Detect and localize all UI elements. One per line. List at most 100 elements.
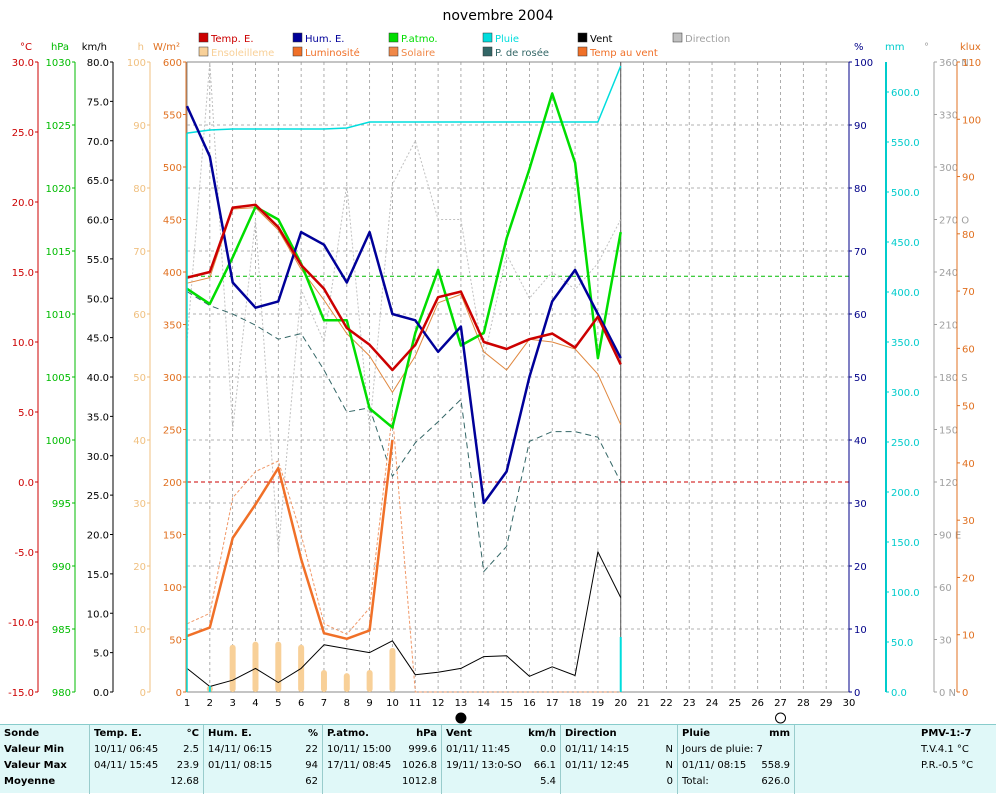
x-tick-label: 9: [366, 698, 372, 709]
row-label-min: Valeur Min: [4, 744, 65, 755]
left-axis-tick-label: 30.0: [12, 58, 34, 69]
right-axis-tick-label: 90: [962, 173, 975, 184]
left-axis-tick-label: 50: [133, 373, 146, 384]
right-axis-tick-label: 180 S: [939, 373, 968, 384]
left-axis-tick-label: 1015: [46, 247, 71, 258]
right-axis-tick-label: 200.0: [891, 488, 920, 499]
left-axis-tick-label: 30.0: [87, 452, 109, 463]
legend-swatch: [388, 32, 399, 43]
sunshine-bar: [229, 644, 236, 692]
right-axis-tick-label: 10: [962, 631, 975, 642]
right-axis-tick-label: 20: [854, 562, 867, 573]
legend-swatch: [198, 46, 209, 57]
left-axis-tick-label: 300: [163, 373, 182, 384]
series-line-hum-e-: [185, 105, 622, 505]
row-label-max: Valeur Max: [4, 760, 67, 771]
left-axis-tick-label: 1020: [46, 184, 71, 195]
moon-new-icon: [455, 712, 467, 724]
right-axis-unit: %: [854, 42, 864, 53]
direction-min-value: N: [665, 744, 673, 755]
right-axis-tick-label: 450.0: [891, 238, 920, 249]
pluie-days: Jours de pluie: 7: [682, 744, 763, 755]
left-axis-tick-label: 990: [52, 562, 71, 573]
row-label-avg: Moyenne: [4, 776, 56, 787]
moon-full-icon: [775, 712, 787, 724]
x-tick-label: 22: [660, 698, 673, 709]
pluie-unit: mm: [769, 728, 790, 739]
right-axis-tick-label: 80: [962, 230, 975, 241]
series-line-temp-au-vent: [186, 439, 394, 641]
x-tick-label: 29: [820, 698, 833, 709]
right-axis-tick-label: 20: [962, 573, 975, 584]
temp-min-date: 10/11/ 06:45: [94, 744, 159, 755]
pluie-title: Pluie: [682, 728, 711, 739]
left-axis-tick-label: 250: [163, 426, 182, 437]
left-axis-unit: °C: [20, 42, 32, 53]
right-axis-tick-label: 210: [939, 321, 958, 332]
x-tick-label: 25: [728, 698, 741, 709]
legend-label: Temp au vent: [589, 48, 658, 59]
summary-temp-col: Temp. E. °C 10/11/ 06:45 2.5 04/11/ 15:45 2…: [89, 725, 203, 794]
legend-label: Hum. E.: [305, 34, 344, 45]
hum-min-value: 22: [305, 744, 318, 755]
patmo-min-date: 10/11/ 15:00: [327, 744, 392, 755]
x-tick-label: 3: [229, 698, 235, 709]
right-axis-tick-label: 0.0: [891, 688, 907, 699]
direction-max-date: 01/11/ 12:45: [565, 760, 630, 771]
patmo-max-value: 1026.8: [402, 760, 437, 771]
pmv-tv: T.V.4.1 °C: [921, 744, 969, 755]
left-axis-unit: h: [138, 42, 144, 53]
weather-chart: 1 2 3 4 5 6 7 8 9 10 11 12 13 14 15 16 17 18 19 20 21 22 23 24 2…: [8, 8, 981, 724]
right-axis-tick-label: 100: [854, 58, 873, 69]
left-axis-tick-label: 45.0: [87, 334, 109, 345]
right-axis-tick-label: 80: [854, 184, 867, 195]
vent-max-date: 19/11/ 13:0-SO: [446, 760, 522, 771]
right-axis-tick-label: 90 E: [939, 531, 961, 542]
summary-panel: Sonde Valeur Min Valeur Max Moyenne Temp…: [0, 724, 996, 794]
left-axis-tick-label: 65.0: [87, 176, 109, 187]
right-axis-tick-label: 30: [962, 516, 975, 527]
summary-direction-col: Direction 01/11/ 14:15 N 01/11/ 12:45 N 0: [560, 725, 677, 794]
x-tick-label: 4: [252, 698, 258, 709]
sunshine-bar: [320, 669, 327, 692]
vent-title: Vent: [446, 728, 472, 739]
left-axis-tick-label: 10.0: [87, 609, 109, 620]
legend-swatch: [482, 32, 493, 43]
hum-title: Hum. E.: [208, 728, 252, 739]
left-axis-tick-label: 50.0: [87, 294, 109, 305]
left-axis-tick-label: 100: [163, 583, 182, 594]
left-axis-tick-label: 70.0: [87, 137, 109, 148]
legend-swatch: [482, 46, 493, 57]
right-axis-tick-label: 10: [854, 625, 867, 636]
left-axis-tick-label: 20.0: [12, 198, 34, 209]
right-axis-tick-label: 120: [939, 478, 958, 489]
direction-min-date: 01/11/ 14:15: [565, 744, 630, 755]
legend-label: Temp. E.: [210, 34, 254, 45]
vent-unit: km/h: [528, 728, 556, 739]
right-axis-tick-label: 50.0: [891, 638, 913, 649]
right-axis-tick-label: 110: [962, 58, 981, 69]
right-axis-tick-label: 360 N: [939, 58, 969, 69]
legend-label: Vent: [590, 34, 613, 45]
x-tick-label: 8: [344, 698, 350, 709]
left-axis-tick-label: 0: [176, 688, 182, 699]
direction-title: Direction: [565, 728, 617, 739]
left-axis-tick-label: 30: [133, 499, 146, 510]
left-axis-tick-label: 80: [133, 184, 146, 195]
left-axis-tick-label: 550: [163, 111, 182, 122]
left-axis-tick-label: 55.0: [87, 255, 109, 266]
legend-swatch: [198, 32, 209, 43]
right-axis-tick-label: 30: [854, 499, 867, 510]
left-axis-tick-label: -15.0: [8, 688, 34, 699]
patmo-min-value: 999.6: [408, 744, 437, 755]
right-axis-tick-label: 240: [939, 268, 958, 279]
right-axis-tick-label: 30: [939, 636, 952, 647]
direction-avg-value: 0: [666, 776, 673, 787]
right-axis-tick-label: 60: [854, 310, 867, 321]
legend-label: Luminosité: [305, 47, 360, 59]
right-axis-tick-label: 70: [854, 247, 867, 258]
pmv-pr: P.R.-0.5 °C: [921, 760, 974, 771]
legend-label: Ensoleilleme: [211, 48, 274, 59]
vent-max-value: 66.1: [533, 760, 556, 771]
left-axis-tick-label: 600: [163, 58, 182, 69]
